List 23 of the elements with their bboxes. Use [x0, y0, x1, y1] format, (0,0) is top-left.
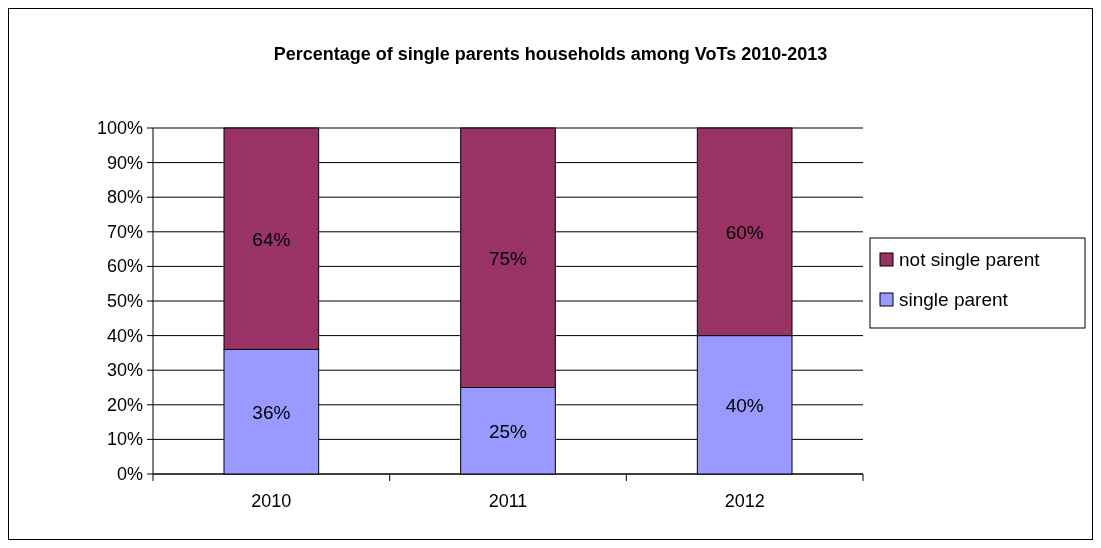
data-label: 40% [725, 394, 764, 416]
legend-label: not single parent [899, 249, 1041, 270]
x-tick-label: 2011 [488, 491, 528, 511]
legend-label: single parent [899, 289, 1009, 310]
y-tick-label: 20% [106, 394, 143, 415]
data-label: 64% [252, 228, 291, 250]
data-label: 36% [252, 401, 291, 423]
data-label: 25% [488, 420, 528, 442]
data-label: 75% [488, 247, 528, 269]
x-tick-label: 2010 [251, 491, 292, 511]
y-tick-label: 100% [96, 118, 143, 138]
y-tick-label: 30% [106, 360, 143, 381]
y-tick-label: 40% [106, 325, 143, 346]
y-tick-label: 0% [116, 464, 143, 484]
y-tick-label: 90% [106, 152, 143, 173]
data-label: 60% [725, 221, 764, 243]
y-tick-label: 10% [106, 429, 143, 450]
y-tick-label: 70% [106, 221, 143, 242]
y-tick-label: 80% [106, 187, 143, 208]
y-tick-label: 60% [106, 256, 143, 277]
x-tick-label: 2012 [724, 491, 765, 511]
y-tick-label: 50% [106, 291, 143, 311]
chart-title: Percentage of single parents households among VoTs 2010-2013 [273, 44, 828, 64]
